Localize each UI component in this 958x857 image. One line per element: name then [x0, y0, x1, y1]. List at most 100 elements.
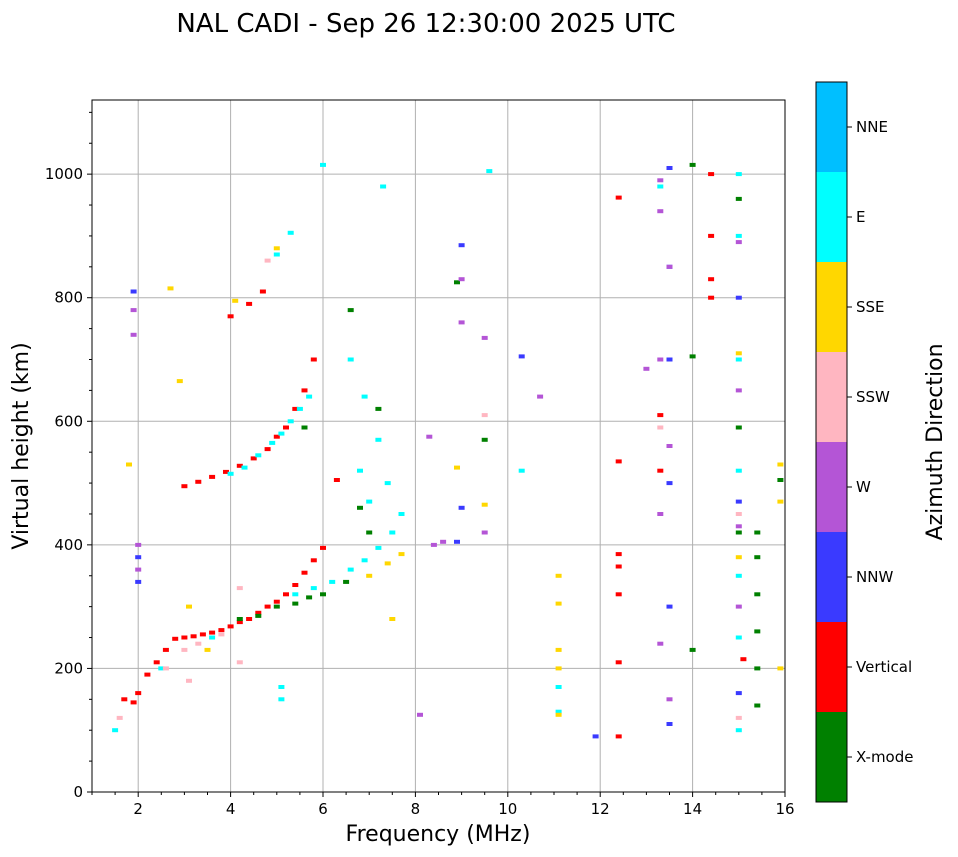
data-point-ssw [116, 715, 123, 720]
data-point-e [306, 394, 313, 399]
data-point-vertical [708, 277, 715, 282]
colorbar-tick-label: E [856, 208, 865, 226]
data-point-nnw [666, 166, 673, 170]
data-point-vertical [209, 474, 216, 479]
data-point-e [735, 233, 742, 238]
data-point-w [481, 335, 488, 340]
colorbar-tick-label: Vertical [856, 658, 912, 676]
data-points [112, 162, 784, 739]
data-point-x-mode [357, 505, 363, 510]
data-point-e [361, 394, 368, 399]
colorbar-segment [816, 262, 847, 352]
x-tick-label: 8 [411, 800, 421, 818]
data-point-vertical [657, 413, 664, 418]
data-point-sse [777, 499, 784, 504]
colorbar-tick-label: W [856, 478, 871, 496]
data-point-vertical [708, 295, 715, 300]
data-point-vertical [615, 734, 622, 739]
data-point-nnw [592, 734, 599, 739]
data-point-x-mode [754, 666, 761, 671]
data-point-e [287, 230, 294, 235]
data-point-ssw [735, 715, 742, 720]
data-point-e [366, 499, 373, 504]
data-point-w [657, 641, 664, 646]
colorbar-segment [816, 712, 847, 802]
data-point-e [329, 579, 336, 584]
x-tick-label: 6 [318, 800, 328, 818]
data-point-w [735, 604, 742, 609]
data-point-e [384, 481, 391, 486]
data-point-e [357, 468, 363, 473]
data-point-nnw [518, 354, 525, 359]
data-point-vertical [708, 172, 715, 177]
data-point-vertical [259, 289, 266, 294]
data-point-x-mode [754, 592, 761, 597]
y-tick-label: 0 [73, 783, 83, 801]
data-point-sse [735, 351, 742, 356]
data-point-e [735, 172, 742, 177]
data-point-e [278, 685, 285, 689]
data-point-e [555, 709, 562, 714]
data-point-x-mode [320, 592, 326, 597]
data-point-sse [167, 286, 174, 291]
data-point-ssw [218, 632, 225, 637]
data-point-sse [555, 647, 562, 652]
data-point-x-mode [735, 196, 742, 201]
data-point-w [666, 697, 673, 702]
x-tick-label: 4 [226, 800, 236, 818]
data-point-vertical [615, 459, 622, 464]
data-point-w [440, 539, 447, 544]
data-point-vertical [283, 592, 289, 597]
data-point-sse [555, 712, 562, 717]
data-point-nnw [130, 289, 137, 294]
data-point-vertical [615, 195, 622, 200]
data-point-e [375, 545, 382, 550]
data-point-x-mode [777, 478, 784, 482]
data-point-e [227, 471, 234, 476]
data-point-e [255, 453, 262, 458]
data-point-vertical [209, 630, 216, 635]
data-point-vertical [615, 564, 622, 569]
data-point-w [135, 542, 142, 547]
data-point-sse [186, 604, 192, 609]
data-point-vertical [255, 610, 262, 615]
colorbar-tick-label: NNW [856, 568, 893, 586]
data-point-e [375, 437, 382, 442]
data-point-vertical [130, 700, 137, 705]
data-point-vertical [236, 620, 243, 625]
x-tick-label: 14 [683, 800, 702, 818]
data-point-vertical [310, 558, 317, 563]
data-point-vertical [264, 604, 271, 609]
data-point-nnw [666, 481, 673, 486]
data-point-vertical [223, 469, 229, 474]
data-point-nnw [135, 579, 142, 584]
data-point-vertical [121, 697, 128, 702]
x-tick-label: 16 [775, 800, 794, 818]
x-tick-label: 10 [498, 800, 517, 818]
data-point-e [657, 184, 664, 189]
data-point-ssw [162, 666, 169, 671]
data-point-sse [398, 552, 405, 557]
data-point-ssw [195, 641, 202, 646]
axis-ticks: 2 4 6 8 10 12 14 16 0 200 400 600 800 1000 [45, 111, 795, 818]
data-point-nnw [666, 357, 673, 362]
data-point-x-mode [343, 579, 350, 584]
x-tick-label: 12 [591, 800, 610, 818]
data-point-e [278, 697, 285, 702]
data-point-x-mode [754, 555, 761, 560]
data-point-sse [777, 462, 784, 467]
data-point-w [135, 567, 142, 572]
data-point-sse [204, 647, 211, 652]
data-point-e [380, 184, 387, 189]
data-point-e [735, 573, 742, 578]
grid-lines [92, 100, 785, 792]
data-point-ssw [186, 678, 192, 683]
data-point-vertical [273, 599, 280, 604]
data-point-x-mode [754, 530, 761, 535]
data-point-w [666, 264, 673, 269]
colorbar-tick-label: SSE [856, 298, 885, 316]
data-point-vertical [227, 624, 234, 629]
data-point-w [130, 308, 137, 313]
data-point-e [292, 592, 299, 597]
